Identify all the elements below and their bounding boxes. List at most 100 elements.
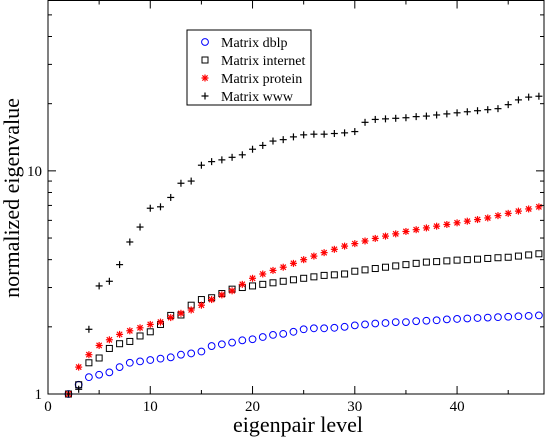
data-point — [320, 271, 328, 279]
data-point — [381, 115, 389, 123]
data-point — [484, 254, 492, 262]
data-point — [289, 327, 298, 336]
data-point — [473, 314, 482, 322]
data-point — [75, 363, 83, 371]
data-point — [463, 217, 471, 225]
data-point — [535, 250, 543, 258]
data-point — [187, 306, 195, 314]
data-point — [350, 321, 359, 330]
data-point — [207, 342, 216, 350]
legend-marker — [201, 92, 209, 100]
data-point — [443, 257, 451, 265]
axis-ticks: 0 10 20 30 40 1 10 — [27, 0, 544, 415]
legend-box — [186, 29, 312, 106]
data-point — [259, 270, 267, 278]
data-point — [187, 177, 195, 185]
data-point — [341, 129, 349, 137]
data-point — [330, 271, 338, 279]
data-point — [483, 313, 492, 322]
x-tick-label: 30 — [347, 399, 362, 415]
y-tick-label: 1 — [35, 387, 43, 403]
legend: Matrix dblp Matrix internet Matrix protein… — [186, 29, 312, 106]
data-point — [85, 359, 93, 367]
data-point — [228, 338, 236, 347]
data-point — [463, 108, 471, 116]
legend-label: Matrix www — [221, 90, 294, 105]
data-point — [167, 314, 175, 322]
legend-marker — [201, 38, 209, 46]
data-point — [136, 324, 144, 332]
data-point — [351, 128, 359, 136]
data-point — [238, 280, 246, 288]
data-point — [442, 315, 451, 324]
data-point — [494, 313, 502, 322]
data-point — [156, 203, 164, 211]
data-point — [125, 358, 134, 367]
data-point — [392, 114, 400, 122]
data-point — [279, 263, 287, 271]
data-point — [361, 266, 369, 274]
data-point — [249, 282, 257, 290]
data-point — [474, 107, 482, 115]
data-point — [228, 153, 236, 161]
data-point — [422, 224, 430, 232]
data-point — [422, 316, 431, 325]
data-point — [187, 349, 196, 358]
data-point — [279, 136, 287, 144]
legend-entry: Matrix protein — [201, 72, 302, 87]
data-point — [453, 315, 461, 323]
data-point — [330, 245, 338, 253]
data-point — [126, 337, 134, 345]
data-point — [320, 324, 329, 333]
data-point — [514, 207, 522, 215]
data-point — [534, 311, 543, 320]
data-point — [453, 219, 461, 227]
data-point — [525, 251, 533, 259]
y-tick-label: 10 — [27, 164, 42, 180]
data-point — [330, 323, 339, 332]
data-point — [351, 240, 359, 248]
data-point — [289, 259, 297, 267]
data-point — [392, 230, 400, 238]
data-point — [432, 316, 441, 325]
data-point — [443, 110, 451, 118]
data-point — [217, 340, 226, 349]
data-point — [208, 158, 216, 166]
data-point — [300, 256, 308, 264]
data-point — [156, 318, 164, 326]
data-point — [351, 267, 359, 275]
data-point — [146, 320, 154, 328]
data-point — [310, 273, 318, 281]
legend-entry: Matrix dblp — [201, 36, 288, 51]
data-point — [269, 266, 277, 274]
legend-label: Matrix internet — [221, 54, 305, 69]
data-point — [433, 258, 441, 266]
data-point — [279, 329, 288, 338]
data-point — [330, 130, 338, 138]
data-point — [412, 226, 420, 234]
data-point — [95, 370, 104, 379]
data-point — [381, 232, 389, 240]
data-point — [474, 216, 482, 224]
data-point — [484, 106, 492, 114]
data-point — [514, 252, 522, 260]
data-point — [136, 357, 144, 366]
data-point — [341, 242, 349, 250]
data-point — [525, 205, 533, 213]
data-point — [289, 276, 297, 284]
data-point — [146, 356, 155, 364]
data-point — [361, 237, 369, 245]
data-point — [269, 331, 277, 339]
data-point — [228, 287, 236, 295]
data-point — [391, 318, 400, 326]
data-point — [126, 327, 134, 335]
data-point — [341, 270, 349, 278]
data-point — [535, 92, 543, 100]
series-matrix-internet — [64, 250, 543, 398]
data-point — [166, 353, 175, 362]
data-point — [269, 279, 277, 287]
data-point — [463, 256, 471, 264]
data-point — [167, 193, 175, 201]
data-point — [412, 113, 420, 121]
